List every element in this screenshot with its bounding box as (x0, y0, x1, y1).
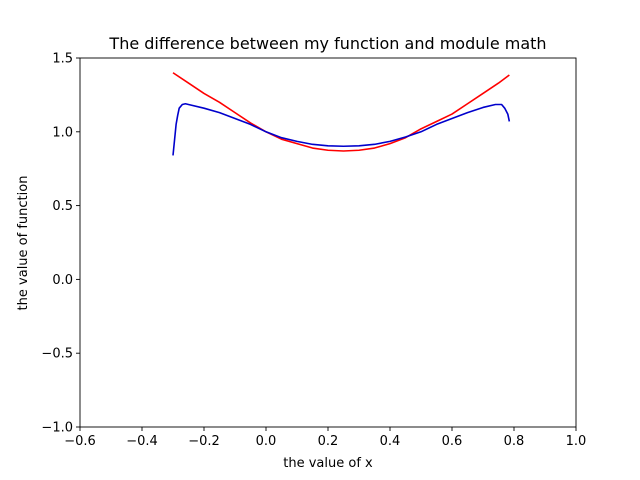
y-tick-label: 1.0 (52, 125, 73, 140)
chart-title: The difference between my function and m… (108, 34, 546, 53)
series-line-2 (172, 102, 511, 156)
y-axis: −1.0 −0.5 0.0 0.5 1.0 1.5 (41, 52, 80, 436)
x-tick-label: −0.6 (64, 434, 96, 449)
x-tick-label: 0.2 (318, 434, 339, 449)
x-axis-label: the value of x (283, 456, 373, 471)
x-tick-label: 0.6 (442, 434, 463, 449)
y-tick-label: −1.0 (41, 421, 73, 436)
x-tick-label: 0.8 (504, 434, 525, 449)
y-tick-label: −0.5 (41, 347, 73, 362)
series-line-1 (172, 72, 510, 152)
x-tick-label: 0.4 (380, 434, 401, 449)
x-tick-label: −0.4 (126, 434, 158, 449)
y-axis-label: the value of function (16, 176, 31, 311)
y-tick-label: 1.5 (52, 52, 73, 67)
y-tick-label: 0.5 (52, 199, 73, 214)
x-axis: −0.6 −0.4 −0.2 0.0 0.2 0.4 0.6 0.8 1.0 (64, 427, 586, 449)
x-tick-label: 0.0 (256, 434, 277, 449)
x-tick-label: −0.2 (188, 434, 220, 449)
y-tick-label: 0.0 (52, 273, 73, 288)
x-tick-label: 1.0 (566, 434, 587, 449)
